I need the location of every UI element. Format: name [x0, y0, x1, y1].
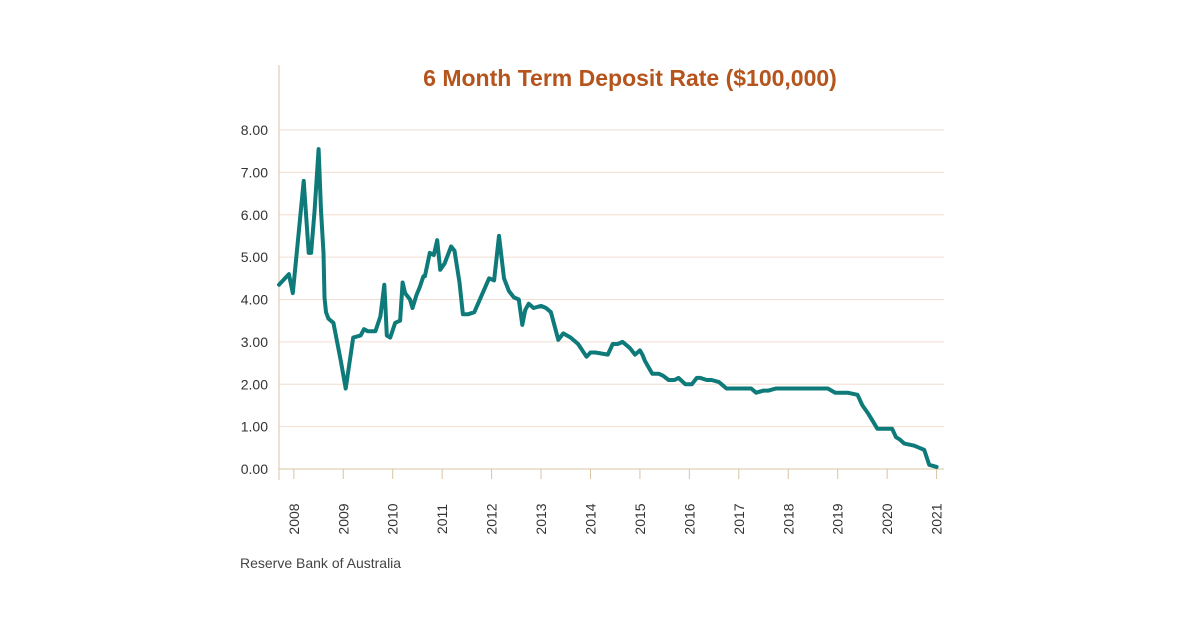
y-tick-label: 0.00 — [241, 461, 268, 477]
x-tick-label: 2021 — [929, 503, 945, 534]
y-tick-label: 7.00 — [241, 164, 268, 180]
source-note: Reserve Bank of Australia — [240, 555, 402, 571]
x-tick-label: 2011 — [434, 504, 450, 534]
axes — [278, 65, 944, 480]
y-tick-label: 4.00 — [241, 292, 268, 308]
x-tick-labels: 2008 2009 2010 2011 2012 2013 2014 2015 2016 2017… — [286, 469, 945, 535]
x-tick-label: 2020 — [879, 503, 895, 534]
y-tick-labels: 0.00 1.00 2.00 3.00 4.00 5.00 6.00 7.00 8.00 — [241, 122, 268, 477]
gridlines — [279, 129, 944, 428]
chart-title: 6 Month Term Deposit Rate ($100,000) — [423, 65, 837, 91]
x-tick-label: 2008 — [286, 503, 302, 534]
x-tick-label: 2015 — [632, 503, 648, 534]
y-tick-label: 3.00 — [241, 334, 268, 350]
x-tick-label: 2010 — [385, 503, 401, 534]
x-tick-label: 2012 — [484, 503, 500, 534]
x-tick-label: 2017 — [731, 503, 747, 534]
x-tick-label: 2009 — [335, 503, 351, 534]
x-tick-label: 2013 — [533, 503, 549, 534]
y-tick-label: 6.00 — [241, 207, 268, 223]
x-tick-label: 2018 — [780, 503, 796, 534]
y-tick-label: 8.00 — [241, 122, 268, 138]
x-tick-label: 2016 — [681, 503, 697, 534]
y-tick-label: 2.00 — [241, 376, 268, 392]
x-tick-label: 2014 — [582, 503, 598, 534]
y-tick-label: 5.00 — [241, 249, 268, 265]
series-line-0 — [277, 147, 939, 469]
series-group — [277, 147, 939, 469]
x-tick-label: 2019 — [830, 503, 846, 534]
y-tick-label: 1.00 — [241, 419, 268, 435]
